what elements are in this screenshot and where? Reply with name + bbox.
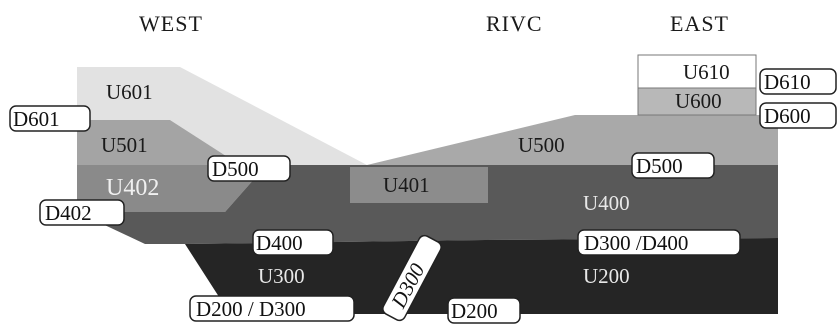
tag-d400-text: D400: [256, 231, 303, 255]
unit-u300-u200: [185, 238, 778, 314]
tag-d601-text: D601: [13, 107, 60, 131]
tag-d300-d400-text: D300 /D400: [584, 231, 688, 255]
tag-d610-text: D610: [764, 70, 811, 94]
label-u400: U400: [583, 191, 630, 215]
unit-u610: [637, 54, 757, 89]
unit-u400: [77, 165, 778, 244]
tag-d600-text: D600: [764, 104, 811, 128]
tag-d600: D600: [759, 102, 837, 129]
tag-d300-d400: D300 /D400: [577, 229, 741, 256]
label-u610: U610: [683, 60, 730, 84]
tag-d601: D601: [9, 105, 91, 132]
tag-d200: D200: [447, 297, 521, 324]
label-u500: U500: [518, 133, 565, 157]
tag-d200-text: D200: [451, 299, 498, 323]
tag-d400: D400: [252, 229, 334, 256]
header-rivc: RIVC: [486, 11, 543, 36]
tag-d402-text: D402: [45, 201, 92, 225]
tag-d500-west-text: D500: [212, 157, 259, 181]
tag-d500-west: D500: [207, 155, 291, 182]
unit-u600: [637, 87, 757, 116]
unit-u601: [77, 67, 367, 165]
label-u501: U501: [101, 133, 148, 157]
label-u401: U401: [383, 173, 430, 197]
header-west: WEST: [139, 11, 203, 36]
header-east: EAST: [670, 11, 729, 36]
tag-d500-east-text: D500: [636, 154, 683, 178]
tag-d610: D610: [759, 68, 837, 95]
tag-d200-d300-text: D200 / D300: [196, 297, 306, 321]
label-u402: U402: [106, 175, 159, 201]
unit-u401: [350, 167, 488, 203]
unit-u500: [367, 115, 778, 165]
label-u600: U600: [675, 89, 722, 113]
label-u300: U300: [258, 264, 305, 288]
unit-u501: [77, 120, 240, 165]
label-u200: U200: [583, 264, 630, 288]
tag-d200-d300: D200 / D300: [189, 295, 355, 322]
label-u601: U601: [106, 80, 153, 104]
tag-d500-east: D500: [631, 152, 715, 179]
tag-d402: D402: [39, 199, 125, 226]
